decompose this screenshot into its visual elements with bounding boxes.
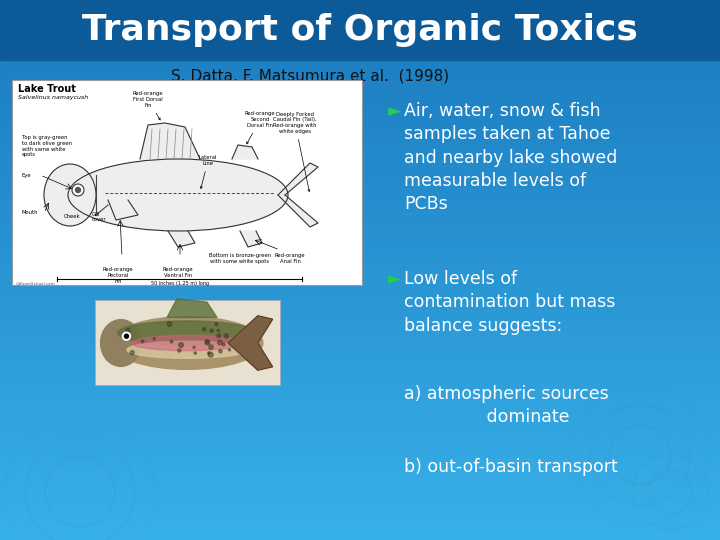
Text: Low levels of
contamination but mass
balance suggests:: Low levels of contamination but mass bal… (404, 270, 616, 335)
Circle shape (178, 349, 181, 352)
Polygon shape (140, 123, 200, 159)
Circle shape (217, 340, 222, 345)
Polygon shape (168, 231, 195, 247)
Text: Gill
cover: Gill cover (92, 212, 107, 222)
Circle shape (179, 343, 184, 347)
Polygon shape (278, 163, 318, 195)
Text: S. Datta, F. Matsumura et al.  (1998): S. Datta, F. Matsumura et al. (1998) (171, 69, 449, 84)
Text: Red-orange
Second
Dorsal Fin: Red-orange Second Dorsal Fin (245, 111, 275, 144)
Circle shape (208, 352, 213, 357)
Text: Red-orange
Pectoral
Fin: Red-orange Pectoral Fin (103, 267, 133, 284)
Polygon shape (228, 316, 273, 370)
Ellipse shape (101, 320, 141, 366)
Circle shape (215, 322, 218, 326)
Text: Eye: Eye (22, 172, 32, 178)
Circle shape (205, 340, 210, 345)
Text: Deeply Forked
Caudal Fin (Tail),
Red-orange with
white edges: Deeply Forked Caudal Fin (Tail), Red-ora… (273, 112, 317, 192)
Circle shape (209, 345, 213, 349)
Text: Lateral
Line: Lateral Line (199, 155, 217, 188)
Polygon shape (108, 200, 138, 220)
Text: Transport of Organic Toxics: Transport of Organic Toxics (82, 13, 638, 47)
Circle shape (207, 352, 210, 354)
Polygon shape (278, 195, 318, 227)
Ellipse shape (117, 321, 256, 345)
Text: Red-orange
First Dorsal
Fin: Red-orange First Dorsal Fin (132, 91, 163, 120)
Polygon shape (240, 231, 262, 247)
Circle shape (122, 332, 130, 340)
Text: Bottom is bronze-green
with some white spots: Bottom is bronze-green with some white s… (209, 253, 271, 264)
Circle shape (194, 352, 197, 354)
Text: ►: ► (388, 102, 401, 120)
Circle shape (193, 346, 195, 348)
Ellipse shape (44, 164, 96, 226)
Circle shape (130, 350, 135, 355)
Text: Salvelinus namaycush: Salvelinus namaycush (18, 95, 89, 100)
Circle shape (167, 322, 172, 326)
Circle shape (141, 340, 144, 343)
Text: Cheek: Cheek (64, 214, 81, 219)
Circle shape (76, 187, 81, 192)
Circle shape (219, 349, 222, 353)
Text: Top is gray-green
to dark olive green
with same white
spots: Top is gray-green to dark olive green wi… (22, 135, 72, 157)
Circle shape (224, 334, 228, 338)
Circle shape (217, 329, 220, 332)
Ellipse shape (111, 316, 263, 369)
Text: a) atmospheric sources
               dominate: a) atmospheric sources dominate (404, 385, 608, 426)
Circle shape (205, 340, 209, 343)
Text: Mouth: Mouth (22, 211, 38, 215)
Ellipse shape (68, 159, 288, 231)
Text: Lake Trout: Lake Trout (18, 84, 76, 94)
Circle shape (210, 329, 213, 332)
Circle shape (217, 334, 220, 338)
Text: Red-orange
Anal Fin: Red-orange Anal Fin (275, 253, 305, 264)
Text: Air, water, snow & fish
samples taken at Tahoe
and nearby lake showed
measurable: Air, water, snow & fish samples taken at… (404, 102, 617, 213)
Text: @ZoomSchool.com: @ZoomSchool.com (16, 281, 55, 285)
Ellipse shape (127, 341, 247, 359)
Text: 50 inches (1.25 m) long: 50 inches (1.25 m) long (151, 281, 209, 286)
Text: b) out-of-basin transport: b) out-of-basin transport (404, 458, 618, 476)
Circle shape (222, 343, 225, 346)
Bar (0, 0, 720, 60)
Text: Red-orange
Ventral Fin: Red-orange Ventral Fin (163, 267, 193, 278)
Polygon shape (232, 145, 258, 159)
Circle shape (125, 334, 128, 338)
Circle shape (126, 328, 130, 333)
Ellipse shape (132, 335, 243, 350)
Circle shape (202, 328, 206, 331)
Polygon shape (167, 299, 217, 318)
Text: ►: ► (388, 270, 401, 288)
Circle shape (72, 184, 84, 196)
Circle shape (228, 349, 230, 351)
Bar (95, 300, 280, 385)
Bar (12, 80, 362, 285)
Circle shape (153, 338, 156, 340)
Circle shape (170, 340, 173, 343)
